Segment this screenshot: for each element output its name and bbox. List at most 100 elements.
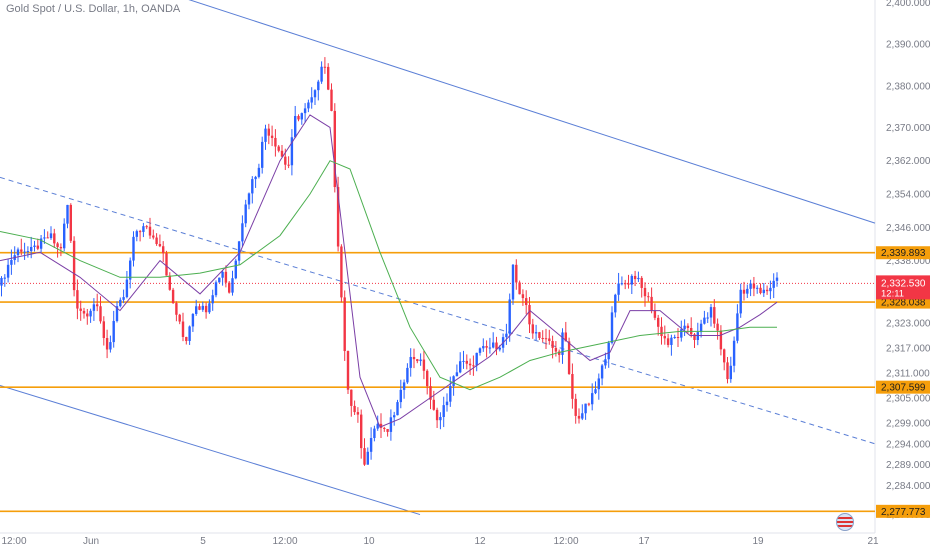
candle-body: [416, 359, 419, 362]
candle-body: [478, 348, 482, 353]
candle-body: [647, 296, 650, 298]
candle-body: [396, 402, 399, 416]
y-tick-label: 2,338.000: [886, 256, 931, 267]
candle-body: [317, 81, 320, 91]
candle-body: [53, 233, 56, 244]
candle-body: [571, 374, 574, 399]
candle-body: [201, 305, 204, 310]
candle-body: [82, 310, 86, 314]
y-tick-label: 2,289.000: [886, 460, 931, 471]
candle-body: [406, 367, 409, 383]
candle-body: [142, 226, 145, 232]
candle-body: [492, 342, 495, 348]
candle-body: [369, 438, 373, 452]
candle-body: [759, 287, 762, 294]
x-tick-label: 19: [752, 536, 764, 547]
candle-body: [6, 264, 10, 278]
candle-body: [729, 365, 732, 380]
candle-body: [148, 226, 152, 236]
candle-body: [115, 306, 119, 321]
candle-body: [548, 338, 551, 342]
chart-title: Gold Spot / U.S. Dollar, 1h, OANDA: [6, 3, 181, 15]
candle-body: [666, 338, 670, 345]
candle-body: [399, 389, 402, 403]
candle-body: [360, 414, 363, 449]
y-tick-label: 2,305.000: [886, 393, 931, 404]
candle-body: [300, 113, 303, 120]
candle-body: [105, 338, 109, 350]
candle-body: [660, 326, 663, 337]
candle-body: [346, 351, 350, 390]
candle-body: [511, 264, 515, 300]
candle-body: [627, 283, 630, 285]
candle-body: [676, 337, 680, 339]
candle-body: [168, 275, 171, 290]
candle-body: [732, 340, 736, 366]
candle-body: [234, 260, 237, 279]
y-tick-label: 2,299.000: [886, 418, 931, 429]
candle-body: [313, 90, 317, 98]
candle-body: [749, 283, 752, 289]
candle-body: [353, 405, 356, 413]
candle-body: [340, 246, 343, 298]
candle-body: [624, 283, 627, 285]
candle-body: [191, 313, 195, 327]
candle-body: [561, 332, 564, 355]
candle-body: [43, 237, 46, 239]
candle-body: [20, 249, 23, 252]
candle-body: [264, 128, 267, 142]
candle-body: [465, 360, 468, 364]
candle-body: [0, 277, 3, 286]
candle-body: [198, 306, 201, 310]
candle-body: [739, 289, 742, 314]
candle-body: [376, 423, 379, 429]
level-price-label: 2,328.038: [881, 298, 926, 309]
candle-body: [165, 253, 168, 276]
candle-body: [237, 241, 241, 261]
candle-body: [581, 413, 584, 419]
candle-body: [607, 342, 610, 360]
candle-body: [46, 237, 49, 239]
y-tick-label: 2,362.000: [886, 156, 931, 167]
candle-body: [280, 150, 284, 157]
candle-body: [247, 193, 251, 205]
candle-body: [769, 287, 772, 292]
candle-body: [610, 312, 614, 343]
level-price-label: 2,307.599: [881, 383, 926, 394]
candle-body: [775, 277, 779, 281]
candle-body: [422, 359, 426, 371]
candle-body: [79, 308, 82, 311]
candle-body: [518, 282, 521, 295]
candle-body: [617, 283, 620, 295]
candle-body: [515, 264, 518, 283]
candle-body: [320, 66, 323, 82]
x-tick-label: 10: [363, 536, 375, 547]
candle-body: [525, 298, 528, 306]
candle-body: [643, 287, 647, 297]
candle-body: [129, 260, 132, 280]
y-tick-label: 2,354.000: [886, 189, 931, 200]
candle-body: [39, 238, 43, 249]
candle-body: [703, 317, 706, 324]
candle-body: [716, 323, 719, 331]
candle-body: [633, 275, 637, 280]
candle-body: [558, 351, 561, 355]
candle-body: [630, 275, 633, 285]
candle-body: [287, 164, 290, 166]
candle-body: [663, 336, 666, 339]
candle-body: [587, 403, 591, 405]
y-tick-label: 2,346.000: [886, 223, 931, 234]
candle-body: [208, 303, 211, 313]
us-flag-icon[interactable]: [836, 513, 854, 531]
candle-body: [752, 283, 756, 289]
candle-body: [119, 299, 122, 307]
candle-body: [640, 277, 643, 288]
candle-body: [534, 332, 538, 334]
candle-body: [274, 137, 277, 147]
trendline: [0, 176, 876, 445]
candle-body: [162, 246, 165, 254]
candle-body: [551, 341, 554, 348]
candle-body: [214, 282, 218, 296]
candle-body: [574, 398, 577, 416]
